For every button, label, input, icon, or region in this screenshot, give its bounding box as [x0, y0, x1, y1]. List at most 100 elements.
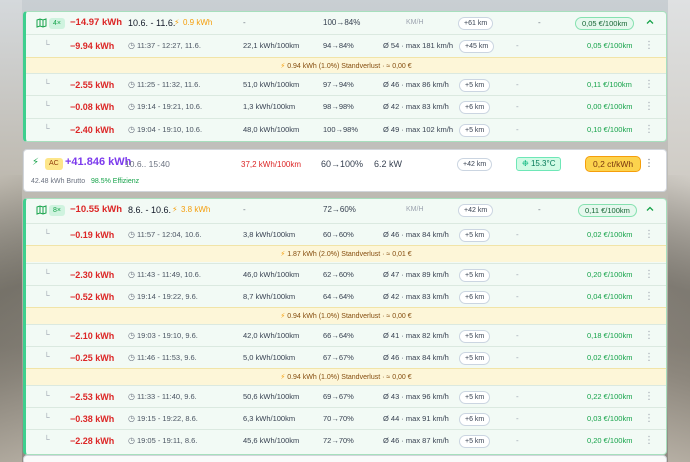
trip-count-badge: 8×: [49, 205, 65, 216]
charge-price-pill[interactable]: 0,2 ct/kWh: [585, 156, 642, 172]
trip-group-2[interactable]: 8× −10.55 kWh 8.6. - 10.6. ⚡ 3.8 kWh - 7…: [23, 198, 667, 455]
bolt-icon: ⚡: [172, 205, 178, 214]
group-soc: 100→84%: [323, 18, 361, 27]
trip-row[interactable]: └ −0.25 kWh ◷ 11:46 - 11:53, 9.6. 5,0 kWh/10…: [26, 346, 666, 368]
group-distance-pill: +42 km: [458, 204, 494, 217]
trip-row[interactable]: └ −0.38 kWh ◷ 19:15 - 19:22, 8.6. 6,3 kWh/10…: [26, 407, 666, 429]
trip-row[interactable]: └ −2.30 kWh ◷ 11:43 - 11:49, 10.6. 46,0 kWh/…: [26, 263, 666, 285]
trip-dash: -: [516, 392, 519, 401]
clock-icon: ◷: [128, 230, 135, 239]
trip-dash: -: [516, 80, 519, 89]
charge-distance-pill: +42 km: [457, 158, 493, 171]
trip-time: 11:25 - 11:32, 11.6.: [137, 80, 201, 89]
trip-time: 19:14 - 19:21, 10.6.: [137, 102, 203, 111]
trip-row[interactable]: └ −2.53 kWh ◷ 11:33 - 11:40, 9.6. 50,6 kWh/1…: [26, 385, 666, 407]
standby-loss-text: 1.87 kWh (2.0%) Standverlust · ≈ 0,01 €: [287, 251, 412, 258]
trip-energy: −0.25 kWh: [70, 353, 115, 363]
chevron-up-icon[interactable]: [645, 204, 657, 216]
kebab-icon[interactable]: ⋮: [644, 269, 654, 280]
trip-distance-pill: +5 km: [459, 229, 491, 242]
trip-dash: -: [516, 414, 519, 423]
kebab-icon[interactable]: ⋮: [644, 101, 654, 112]
group-dash: -: [243, 205, 246, 214]
bolt-icon: ⚡: [280, 313, 288, 320]
background-mountain-left: [0, 175, 22, 462]
clock-icon: ◷: [128, 102, 135, 111]
trip-row[interactable]: └ −0.19 kWh ◷ 11:57 - 12:04, 10.6. 3,8 kWh/1…: [26, 223, 666, 245]
trip-cost: 0,18 €/100km: [587, 331, 633, 340]
trip-energy: −2.55 kWh: [70, 80, 115, 90]
kebab-icon[interactable]: ⋮: [644, 40, 654, 51]
trip-speed: Ø 43 · max 96 km/h: [383, 392, 449, 401]
group-distance-pill: +61 km: [458, 17, 494, 30]
trip-row[interactable]: └ −2.40 kWh ◷ 19:04 - 19:10, 10.6. 48,0 kWh/…: [26, 118, 666, 140]
trip-speed: Ø 42 · max 83 km/h: [383, 102, 449, 111]
trip-cost: 0,00 €/100km: [587, 102, 633, 111]
kebab-icon[interactable]: ⋮: [644, 330, 654, 341]
trip-time: 19:14 - 19:22, 9.6.: [137, 292, 198, 301]
branch-icon: └: [44, 79, 50, 88]
trip-energy: −9.94 kWh: [70, 41, 115, 51]
trip-row[interactable]: └ −9.94 kWh ◷ 11:37 - 12:27, 11.6. 22,1 kWh/…: [26, 34, 666, 56]
trip-cost: 0,22 €/100km: [587, 392, 633, 401]
kebab-icon[interactable]: ⋮: [644, 158, 654, 169]
trip-time: 19:15 - 19:22, 8.6.: [137, 414, 198, 423]
trip-group-1[interactable]: 4× −14.97 kWh 10.6. - 11.6. ⚡ 0.9 kWh - …: [23, 11, 667, 142]
trip-consumption: 48,0 kWh/100km: [243, 125, 300, 134]
kebab-icon[interactable]: ⋮: [644, 413, 654, 424]
branch-icon: └: [44, 229, 50, 238]
trip-energy: −2.53 kWh: [70, 392, 115, 402]
kebab-icon[interactable]: ⋮: [644, 352, 654, 363]
trip-consumption: 6,3 kWh/100km: [243, 414, 296, 423]
trip-soc: 66→64%: [323, 331, 354, 340]
group-dash: -: [243, 18, 246, 27]
next-card[interactable]: [23, 455, 667, 462]
trip-row[interactable]: └ −2.10 kWh ◷ 19:03 - 19:10, 9.6. 42,0 kWh/1…: [26, 324, 666, 346]
trip-time: 11:46 - 11:53, 9.6.: [137, 353, 197, 362]
trip-consumption: 42,0 kWh/100km: [243, 331, 300, 340]
trip-row[interactable]: └ −0.08 kWh ◷ 19:14 - 19:21, 10.6. 1,3 kWh/1…: [26, 95, 666, 117]
trip-speed: Ø 46 · max 86 km/h: [383, 80, 449, 89]
kebab-icon[interactable]: ⋮: [644, 435, 654, 446]
charge-session[interactable]: ⚡ AC +41.846 kWh 10.6.. 15:40 42.48 kWh …: [23, 149, 667, 192]
trip-energy: −0.08 kWh: [70, 102, 115, 112]
kebab-icon[interactable]: ⋮: [644, 124, 654, 135]
kebab-icon[interactable]: ⋮: [644, 391, 654, 402]
clock-icon: ◷: [128, 80, 135, 89]
bolt-icon: ⚡: [174, 18, 180, 27]
kebab-icon[interactable]: ⋮: [644, 291, 654, 302]
kebab-icon[interactable]: ⋮: [644, 79, 654, 90]
trip-time: 19:05 - 19:11, 8.6.: [137, 436, 198, 445]
trip-distance-pill: +5 km: [459, 435, 491, 448]
trip-cost: 0,05 €/100km: [587, 41, 633, 50]
trip-speed: Ø 46 · max 84 km/h: [383, 230, 449, 239]
trip-row[interactable]: └ −2.55 kWh ◷ 11:25 - 11:32, 11.6. 51,0 kWh/…: [26, 73, 666, 95]
trip-dash: -: [516, 331, 519, 340]
trip-row[interactable]: └ −2.28 kWh ◷ 19:05 - 19:11, 8.6. 45,6 kWh/1…: [26, 429, 666, 451]
branch-icon: └: [44, 101, 50, 110]
trip-soc: 69→67%: [323, 392, 354, 401]
kebab-icon[interactable]: ⋮: [644, 229, 654, 240]
chevron-up-icon[interactable]: [645, 17, 657, 29]
trip-dash: -: [516, 436, 519, 445]
group-cost-pill: 0,05 €/100km: [575, 17, 635, 30]
charge-consumption: 37,2 kWh/100km: [241, 160, 302, 169]
group-header[interactable]: 8× −10.55 kWh 8.6. - 10.6. ⚡ 3.8 kWh - 7…: [26, 199, 666, 221]
trip-soc: 72→70%: [323, 436, 354, 445]
trip-row[interactable]: └ −0.52 kWh ◷ 19:14 - 19:22, 9.6. 8,7 kWh/10…: [26, 285, 666, 307]
clock-icon: ◷: [128, 125, 135, 134]
trip-consumption: 5,0 kWh/100km: [243, 353, 296, 362]
trip-energy: −0.52 kWh: [70, 292, 115, 302]
clock-icon: ◷: [128, 331, 135, 340]
trip-distance-pill: +6 km: [459, 101, 491, 114]
standby-loss-row: ⚡ 0.94 kWh (1.0%) Standverlust · ≈ 0,00 …: [26, 368, 666, 385]
group-header[interactable]: 4× −14.97 kWh 10.6. - 11.6. ⚡ 0.9 kWh - …: [26, 12, 666, 34]
trip-consumption: 3,8 kWh/100km: [243, 230, 296, 239]
trip-consumption: 50,6 kWh/100km: [243, 392, 300, 401]
trip-soc: 98→98%: [323, 102, 354, 111]
trip-soc: 67→67%: [323, 353, 354, 362]
charge-efficiency: 98.5% Effizienz: [91, 178, 140, 185]
trip-dash: -: [516, 102, 519, 111]
charge-power: 6.2 kW: [374, 159, 403, 169]
trip-dash: -: [516, 270, 519, 279]
